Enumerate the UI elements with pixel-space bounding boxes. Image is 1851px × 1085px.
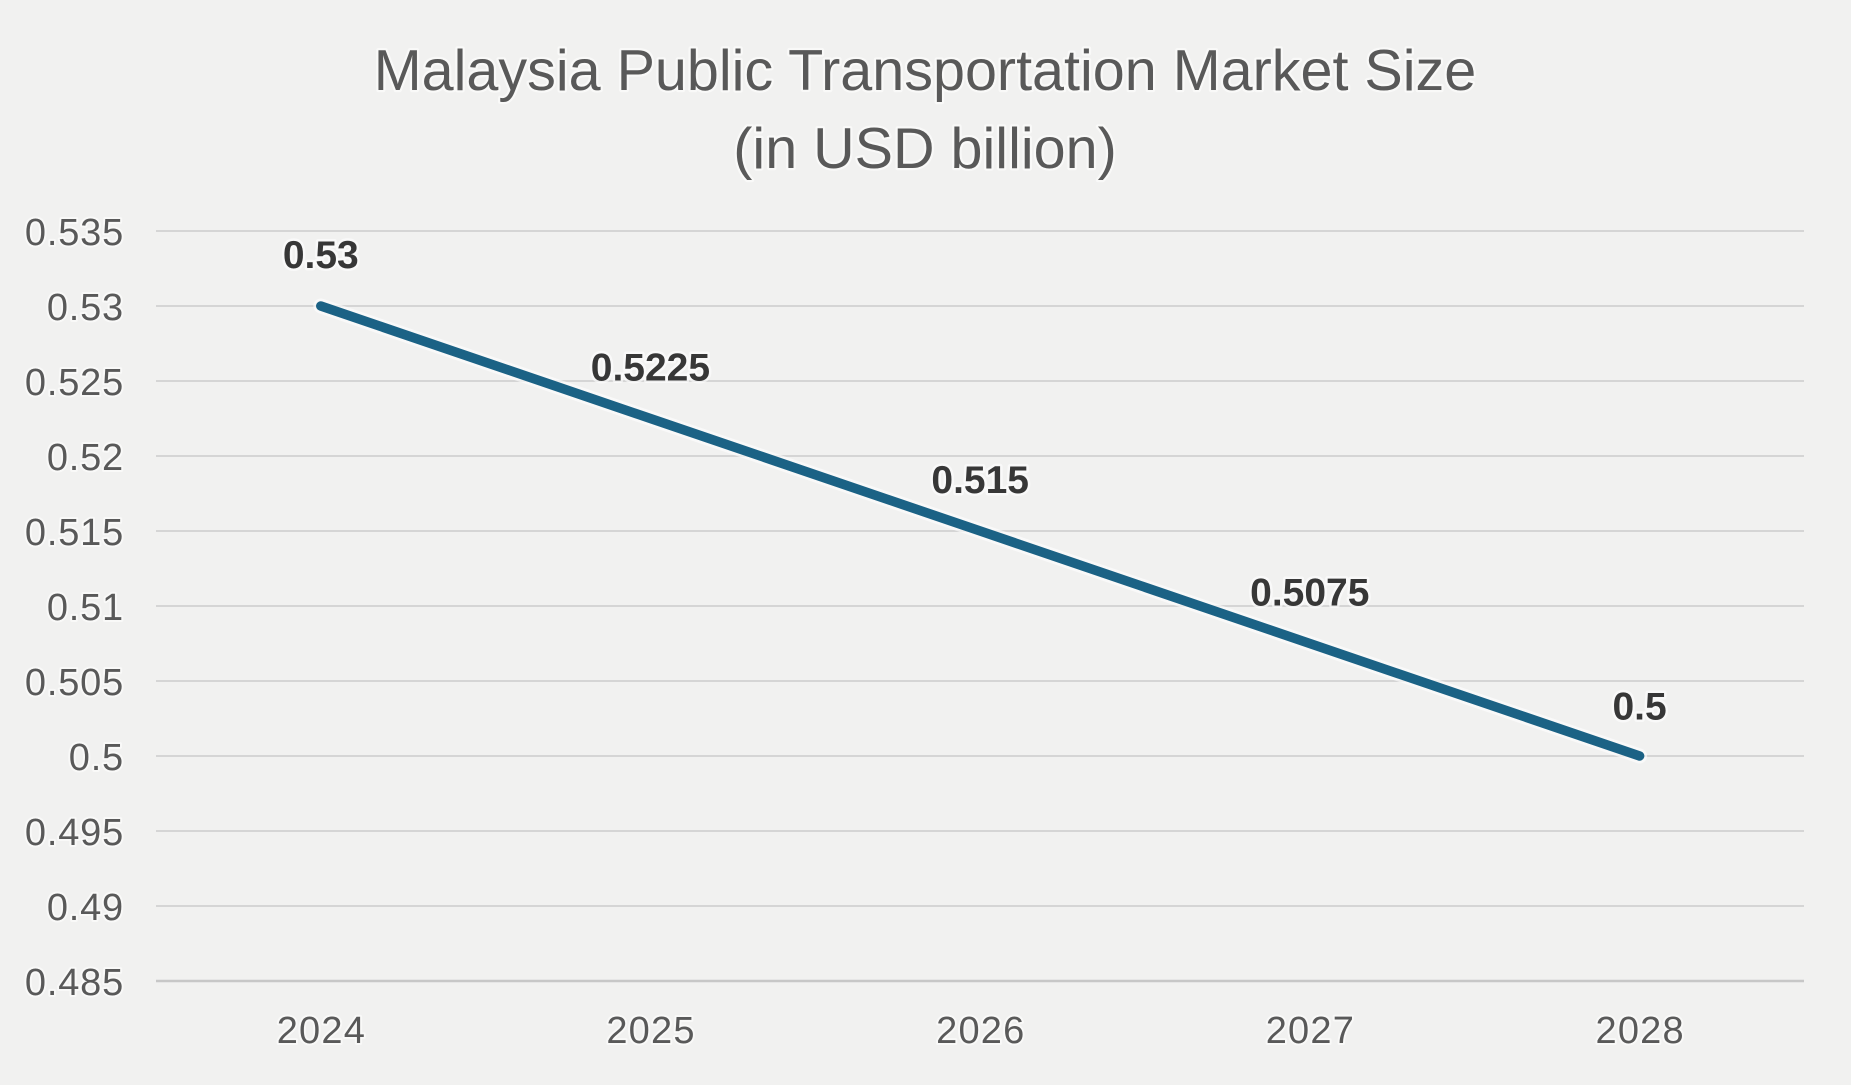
svg-text:2025: 2025 bbox=[606, 1010, 695, 1052]
svg-text:0.5225: 0.5225 bbox=[591, 347, 710, 390]
svg-text:0.5: 0.5 bbox=[1612, 686, 1666, 729]
svg-text:0.515: 0.515 bbox=[25, 512, 124, 554]
svg-text:0.525: 0.525 bbox=[25, 362, 124, 404]
svg-text:0.5075: 0.5075 bbox=[1250, 572, 1369, 615]
svg-text:0.52: 0.52 bbox=[47, 437, 124, 479]
svg-text:0.5: 0.5 bbox=[69, 737, 124, 779]
svg-text:0.53: 0.53 bbox=[47, 287, 124, 329]
svg-text:0.505: 0.505 bbox=[25, 662, 124, 704]
svg-text:2026: 2026 bbox=[936, 1010, 1025, 1052]
svg-text:0.515: 0.515 bbox=[931, 459, 1029, 502]
svg-text:0.485: 0.485 bbox=[25, 962, 124, 1004]
svg-text:0.495: 0.495 bbox=[25, 812, 124, 854]
svg-text:0.49: 0.49 bbox=[47, 887, 124, 929]
svg-text:Malaysia Public Transportation: Malaysia Public Transportation Market Si… bbox=[374, 39, 1477, 103]
svg-text:0.53: 0.53 bbox=[283, 234, 359, 277]
svg-text:2024: 2024 bbox=[277, 1010, 366, 1052]
svg-text:2028: 2028 bbox=[1596, 1010, 1685, 1052]
svg-text:2027: 2027 bbox=[1266, 1010, 1355, 1052]
svg-text:0.535: 0.535 bbox=[25, 212, 124, 254]
svg-text:0.51: 0.51 bbox=[47, 587, 124, 629]
svg-text:(in USD billion): (in USD billion) bbox=[733, 117, 1116, 181]
